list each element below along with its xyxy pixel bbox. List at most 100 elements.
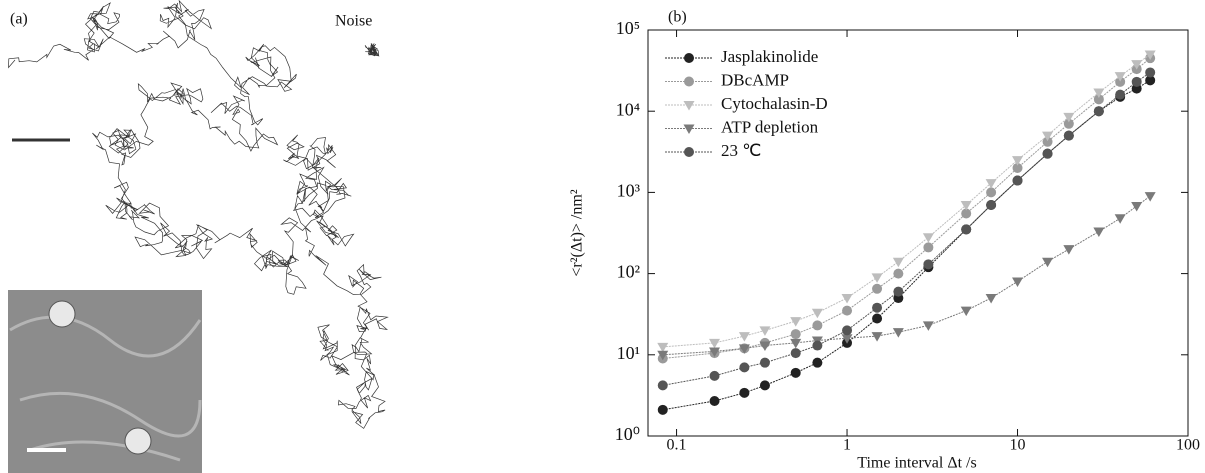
legend-label: ATP depletion <box>721 117 819 136</box>
marker <box>841 334 853 344</box>
marker <box>1063 245 1075 255</box>
marker <box>892 328 904 338</box>
marker <box>1093 106 1104 117</box>
legend-label: Cytochalasin-D <box>721 94 828 113</box>
marker <box>1063 112 1075 123</box>
marker <box>1063 130 1074 141</box>
legend-marker <box>684 53 694 63</box>
legend-label: 23 ℃ <box>721 141 761 160</box>
x-axis-label: Time interval Δt /s <box>857 455 976 472</box>
marker <box>1093 94 1104 105</box>
marker <box>871 273 883 283</box>
marker <box>1144 50 1156 60</box>
noise-trajectory <box>364 43 380 57</box>
marker <box>922 321 934 331</box>
marker <box>841 294 853 304</box>
legend-marker <box>683 101 695 111</box>
y-tick-label: 10³ <box>617 181 641 201</box>
y-tick-label: 10⁵ <box>616 18 640 38</box>
marker <box>1012 277 1024 287</box>
marker <box>1145 67 1156 78</box>
marker <box>759 341 771 352</box>
marker <box>1114 72 1126 82</box>
inset-texture <box>9 315 202 462</box>
marker <box>812 320 823 331</box>
marker <box>1115 76 1126 87</box>
marker <box>1093 88 1105 98</box>
marker <box>1093 227 1105 237</box>
marker <box>872 283 883 294</box>
legend-marker <box>684 76 694 87</box>
x-tick-label: 10 <box>1010 437 1026 454</box>
legend-marker <box>683 124 695 134</box>
trajectory <box>8 0 389 429</box>
marker <box>985 179 997 189</box>
marker <box>961 224 972 235</box>
marker <box>960 200 972 211</box>
y-tick-label: 10⁴ <box>616 99 640 119</box>
marker <box>986 199 997 210</box>
marker <box>790 317 802 327</box>
marker <box>871 332 883 342</box>
marker <box>812 357 823 368</box>
marker <box>872 313 883 324</box>
x-tick-label: 1 <box>843 437 851 454</box>
marker <box>709 395 720 406</box>
marker <box>790 367 801 378</box>
marker <box>657 342 669 353</box>
series-line <box>662 195 1151 356</box>
y-tick-label: 10⁰ <box>615 424 640 444</box>
marker <box>759 357 770 368</box>
marker <box>738 332 750 342</box>
y-tick-label: 10¹ <box>617 343 640 363</box>
annotation: Noise <box>335 13 372 30</box>
marker <box>961 208 972 219</box>
bead <box>124 427 152 455</box>
marker <box>657 380 668 391</box>
marker <box>922 233 934 243</box>
marker <box>739 387 750 398</box>
y-tick-label: 10² <box>617 262 640 282</box>
marker <box>657 404 668 415</box>
marker <box>1042 257 1054 268</box>
marker <box>709 338 721 349</box>
marker <box>960 306 972 317</box>
marker <box>657 350 669 361</box>
marker <box>811 308 823 319</box>
marker <box>1042 148 1053 159</box>
legend-label: Jasplakinolide <box>721 47 818 66</box>
marker <box>790 348 801 359</box>
marker <box>1012 175 1023 186</box>
legend-label: DBcAMP <box>721 70 789 89</box>
marker <box>872 302 883 313</box>
plot-frame <box>647 29 1189 437</box>
marker <box>1114 214 1126 224</box>
marker <box>1042 136 1053 147</box>
marker <box>1131 76 1142 87</box>
marker <box>1145 75 1156 86</box>
image-panel: (a) Noise <box>8 0 389 473</box>
panel-label: (a) <box>10 11 28 28</box>
marker <box>1042 131 1054 142</box>
y-axis-label: <r²(Δt)> /nm² <box>569 189 586 276</box>
marker <box>893 286 904 297</box>
marker <box>1012 156 1024 166</box>
marker <box>739 362 750 373</box>
marker <box>923 242 934 253</box>
marker <box>1131 202 1143 212</box>
bead <box>48 300 76 328</box>
panel-label: (b) <box>668 9 687 26</box>
marker <box>986 187 997 198</box>
marker <box>709 347 721 357</box>
marker <box>759 326 771 336</box>
marker <box>709 370 720 381</box>
marker <box>812 340 823 351</box>
x-tick-label: 100 <box>1176 437 1200 454</box>
marker <box>738 344 750 354</box>
marker <box>1012 162 1023 173</box>
marker <box>790 338 802 349</box>
marker <box>1144 192 1156 202</box>
marker <box>923 259 934 270</box>
